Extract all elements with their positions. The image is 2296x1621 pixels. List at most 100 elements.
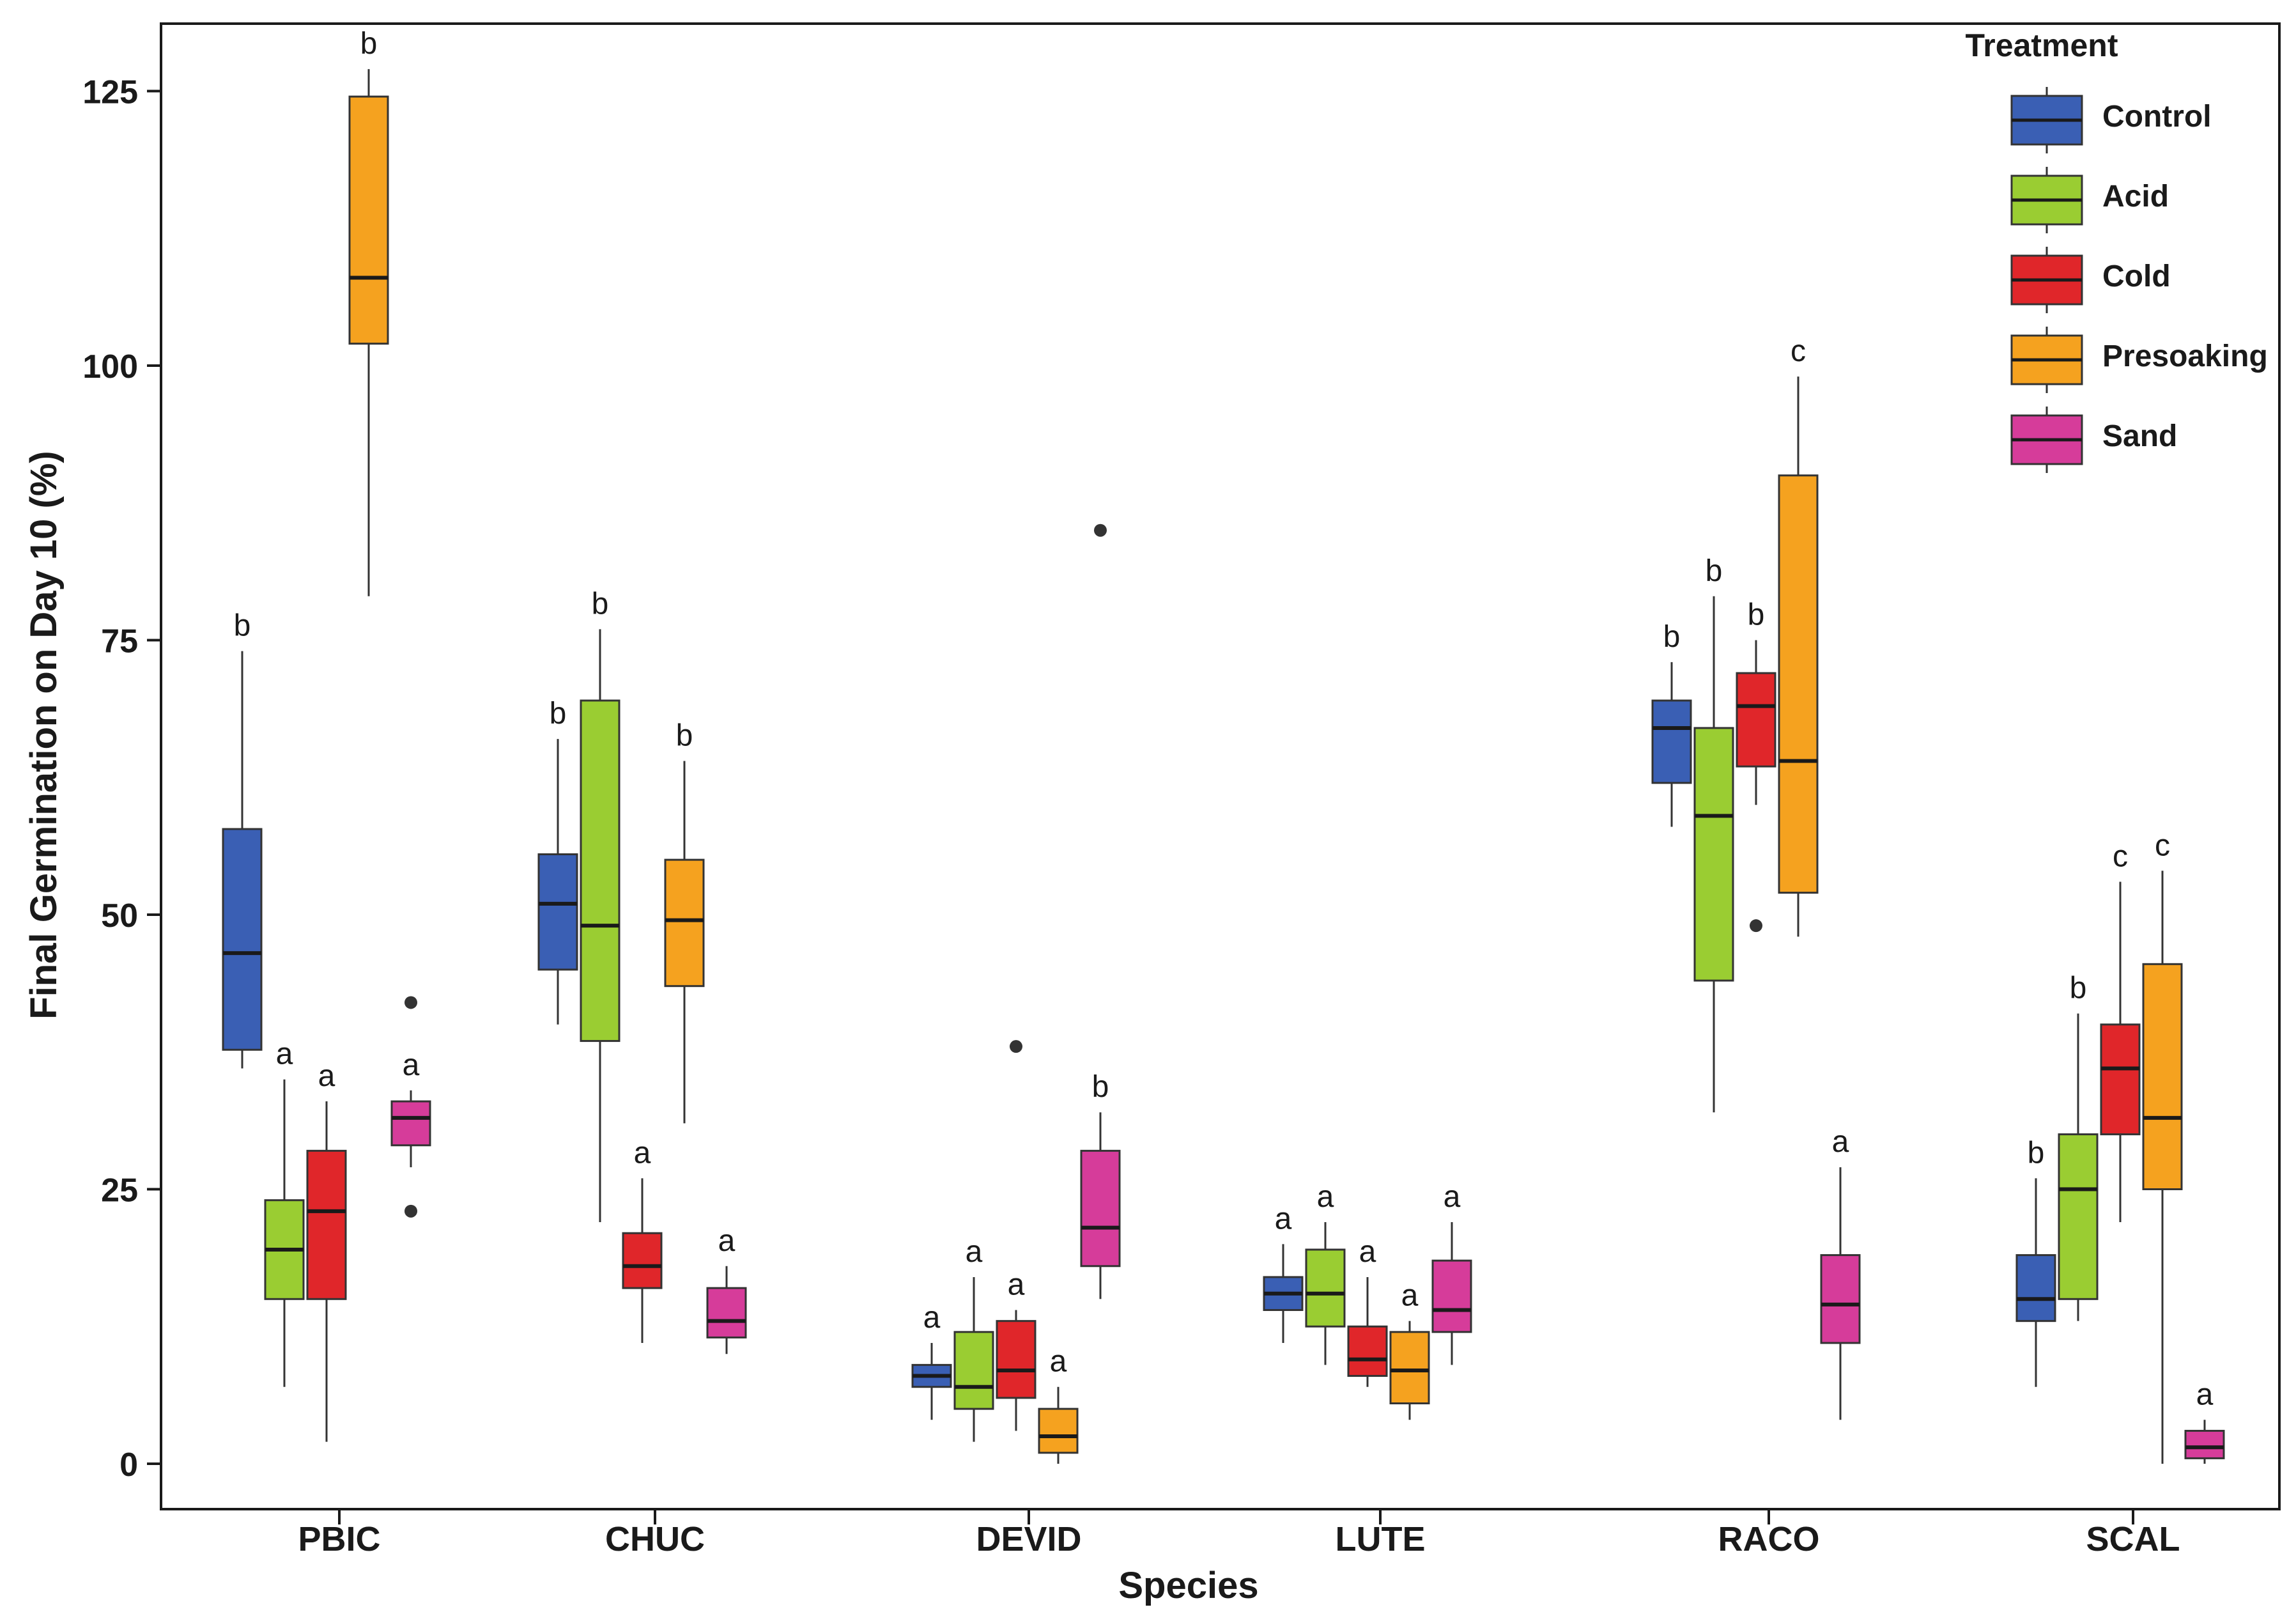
significance-letter: b — [2070, 972, 2087, 1005]
x-tick-label: DEVID — [976, 1520, 1081, 1558]
box-group-presoaking-chuc: b — [664, 718, 705, 1124]
outlier-point — [1010, 1040, 1022, 1053]
box — [1305, 1248, 1346, 1328]
box-group-presoaking-pbic: b — [348, 27, 389, 596]
significance-letter: c — [2113, 839, 2128, 873]
box — [1693, 727, 1734, 982]
x-tick-label: RACO — [1718, 1520, 1820, 1558]
significance-letter: b — [234, 609, 251, 643]
significance-letter: a — [1317, 1180, 1334, 1214]
plot-frame — [160, 22, 2281, 1510]
box-group-cold-raco: b — [1736, 598, 1776, 933]
box-group-acid-raco: b — [1693, 554, 1734, 1113]
y-tick-label: 50 — [101, 897, 138, 935]
outlier-point — [404, 1204, 417, 1218]
significance-letter: b — [1663, 620, 1681, 654]
legend: Treatment Control Acid Cold Presoaking Sand — [1966, 27, 2268, 473]
box — [1347, 1325, 1388, 1377]
box — [622, 1232, 663, 1289]
significance-letter: c — [1791, 334, 1806, 368]
box — [1431, 1259, 1472, 1333]
box — [953, 1331, 994, 1410]
significance-letter: a — [1444, 1180, 1461, 1214]
significance-letter: a — [634, 1136, 651, 1170]
box — [580, 699, 620, 1043]
y-tick-label: 0 — [119, 1446, 138, 1484]
significance-letter: a — [1359, 1235, 1376, 1269]
legend-item-cold: Cold — [2010, 247, 2171, 313]
x-tick-label: LUTE — [1336, 1520, 1426, 1558]
box — [1080, 1149, 1121, 1268]
axes: 0 25 50 75 100 125 PBIC CHUC DEVID LUTE RACO SCAL — [82, 74, 2180, 1559]
box-group-acid-devid: a — [953, 1235, 994, 1442]
box — [706, 1287, 747, 1338]
box-group-control-devid: a — [911, 1301, 952, 1420]
x-axis-label: Species — [1118, 1565, 1258, 1606]
significance-letter: b — [676, 718, 693, 752]
legend-item-control: Control — [2010, 87, 2212, 153]
significance-letter: a — [966, 1235, 983, 1269]
box-group-control-lute: a — [1263, 1202, 1304, 1344]
box — [1778, 474, 1819, 894]
box-group-sand-pbic: a — [390, 996, 431, 1218]
box-group-sand-chuc: a — [706, 1224, 747, 1354]
box — [2058, 1133, 2099, 1300]
box — [1651, 699, 1692, 784]
significance-letter: b — [360, 27, 378, 61]
significance-letter: a — [923, 1301, 941, 1335]
box-group-acid-lute: a — [1305, 1180, 1346, 1365]
legend-label: Acid — [2102, 180, 2169, 213]
significance-letter: a — [318, 1059, 335, 1093]
outlier-point — [1750, 919, 1762, 933]
box-group-cold-pbic: a — [306, 1059, 347, 1442]
y-tick-label: 100 — [82, 348, 138, 385]
significance-letter: b — [1748, 598, 1765, 632]
box-group-sand-raco: a — [1820, 1125, 1861, 1420]
box-group-presoaking-devid: a — [1038, 1345, 1079, 1464]
box-group-control-scal: b — [2015, 1136, 2056, 1387]
significance-letter: b — [1092, 1070, 1109, 1104]
box-group-control-pbic: b — [222, 609, 263, 1069]
box — [2015, 1254, 2056, 1322]
x-tick-label: CHUC — [605, 1520, 705, 1558]
box-group-acid-pbic: a — [264, 1037, 305, 1387]
box-group-cold-lute: a — [1347, 1235, 1388, 1387]
y-tick-label: 125 — [82, 74, 138, 111]
significance-letter: a — [1275, 1202, 1292, 1236]
significance-letter: c — [2155, 828, 2170, 862]
y-axis-label: Final Germination on Day 10 (%) — [23, 451, 65, 1019]
y-tick-label: 25 — [101, 1172, 138, 1209]
box-group-presoaking-scal: c — [2142, 828, 2183, 1464]
box — [222, 828, 263, 1051]
box — [664, 858, 705, 988]
box — [1038, 1408, 1079, 1454]
significance-letter: b — [2028, 1136, 2045, 1170]
box-group-sand-lute: a — [1431, 1180, 1472, 1365]
significance-letter: b — [1706, 554, 1723, 588]
box-group-cold-devid: a — [996, 1040, 1036, 1431]
box — [2100, 1023, 2141, 1136]
significance-letter: a — [2196, 1377, 2214, 1411]
box — [306, 1149, 347, 1300]
legend-item-acid: Acid — [2010, 167, 2169, 233]
significance-letter: a — [718, 1224, 736, 1258]
box-group-control-chuc: b — [537, 697, 578, 1025]
box — [1389, 1331, 1430, 1405]
x-tick-label: PBIC — [298, 1520, 380, 1558]
significance-letter: a — [1008, 1268, 1025, 1301]
significance-letter: a — [276, 1037, 293, 1071]
significance-letter: a — [1401, 1279, 1419, 1313]
box-group-presoaking-lute: a — [1389, 1279, 1430, 1420]
box-group-cold-chuc: a — [622, 1136, 663, 1344]
box — [2142, 963, 2183, 1191]
box-group-acid-scal: b — [2058, 972, 2099, 1321]
significance-letter: b — [592, 587, 609, 621]
legend-item-presoaking: Presoaking — [2010, 327, 2268, 393]
outlier-point — [1094, 524, 1107, 537]
box — [348, 95, 389, 345]
box — [2184, 1429, 2225, 1459]
box — [537, 853, 578, 971]
